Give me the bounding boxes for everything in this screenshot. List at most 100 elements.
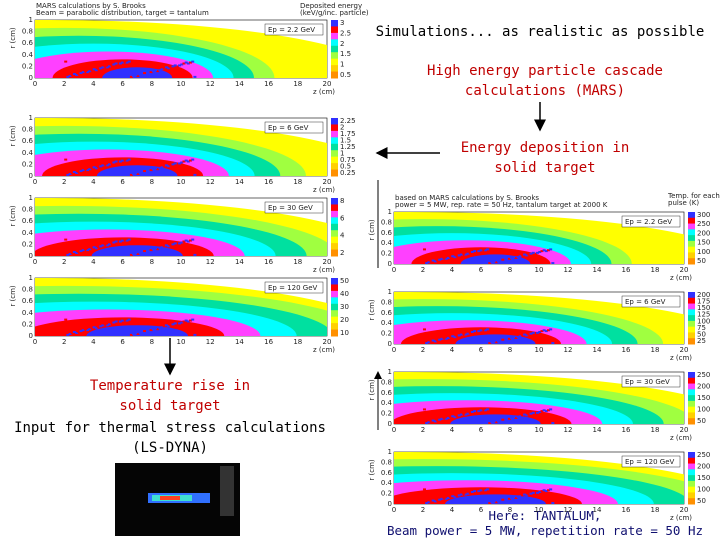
heat-noise xyxy=(490,421,494,424)
heat-noise xyxy=(70,251,74,254)
heat-noise xyxy=(470,330,474,333)
heatmap-panel: 0 2 4 6 8 10 12 14 16 18 20z (cm)00.20.40.60.81r (… xyxy=(368,448,710,522)
heat-noise xyxy=(186,62,190,65)
heat-noise xyxy=(66,173,70,176)
heat-noise xyxy=(501,338,505,341)
heat-noise xyxy=(164,66,168,69)
heat-noise xyxy=(94,167,98,170)
heat-noise xyxy=(86,329,90,332)
heat-noise xyxy=(184,319,188,322)
colorbar-label: 250 xyxy=(697,371,710,379)
heat-noise xyxy=(123,60,127,63)
heat-noise xyxy=(138,331,142,334)
heat-noise xyxy=(496,340,500,343)
y-tick-label: 0.8 xyxy=(381,378,392,386)
colorbar-label: 0.5 xyxy=(340,163,351,171)
heat-noise xyxy=(86,249,90,252)
heat-noise xyxy=(507,497,511,500)
y-tick-label: 0.4 xyxy=(22,149,34,157)
colorbar-label: 50 xyxy=(697,417,706,425)
heat-layer xyxy=(450,414,541,424)
y-tick-label: 0.6 xyxy=(381,229,393,237)
heat-noise xyxy=(156,328,160,331)
heat-noise xyxy=(479,329,483,332)
heat-noise xyxy=(132,332,136,335)
colorbar-cell xyxy=(688,395,695,402)
heat-noise xyxy=(549,328,553,331)
colorbar-cell xyxy=(688,223,695,230)
heat-noise xyxy=(473,250,477,253)
heat-noise xyxy=(459,333,463,336)
heat-noise xyxy=(516,336,520,339)
heat-noise xyxy=(492,260,496,263)
x-axis-label: z (cm) xyxy=(313,266,335,274)
heat-noise xyxy=(542,489,546,492)
y-tick-label: 0.8 xyxy=(381,298,392,306)
heat-noise xyxy=(173,162,177,165)
colorbar-cell xyxy=(688,292,695,299)
heat-noise xyxy=(110,322,114,325)
colorbar-cell xyxy=(688,372,695,379)
colorbar-label: 1.75 xyxy=(340,130,356,138)
colorbar-cell xyxy=(688,320,695,328)
heat-noise xyxy=(499,259,503,262)
heat-noise xyxy=(464,253,468,256)
heat-noise xyxy=(189,159,193,162)
x-tick-label: 6 xyxy=(120,178,125,186)
heat-noise xyxy=(514,336,518,339)
heat-noise xyxy=(423,248,426,251)
colorbar-cell xyxy=(688,309,695,316)
x-tick-label: 0 xyxy=(33,178,37,186)
heat-noise xyxy=(147,72,151,75)
heat-noise xyxy=(459,493,463,496)
colorbar-cell xyxy=(331,143,338,151)
x-axis-label: z (cm) xyxy=(313,346,335,354)
x-tick-label: 6 xyxy=(479,346,484,354)
x-tick-label: 8 xyxy=(150,80,154,88)
heat-noise xyxy=(531,331,535,334)
heat-noise xyxy=(156,70,160,73)
heat-noise xyxy=(540,330,544,333)
heat-noise xyxy=(162,165,166,168)
heat-noise xyxy=(127,238,131,241)
colorbar-cell xyxy=(331,329,338,337)
step-text: Input for thermal stress calculations xyxy=(14,420,326,436)
heat-noise xyxy=(444,257,448,260)
heat-noise xyxy=(103,163,107,166)
heat-noise xyxy=(466,252,470,255)
colorbar-cell xyxy=(331,58,338,66)
heat-noise xyxy=(525,414,529,417)
heat-noise xyxy=(116,63,120,66)
y-tick-label: 0.8 xyxy=(381,218,392,226)
x-tick-label: 2 xyxy=(421,346,425,354)
heat-noise xyxy=(158,247,162,250)
heat-noise xyxy=(145,171,149,174)
heat-noise xyxy=(510,496,513,499)
colorbar-cell xyxy=(331,284,338,292)
heat-noise xyxy=(193,173,197,176)
heat-noise xyxy=(112,63,116,66)
x-tick-label: 6 xyxy=(479,426,484,434)
heat-noise xyxy=(427,501,431,504)
colorbar-cell xyxy=(688,315,695,322)
heat-noise xyxy=(175,243,179,246)
heatmap-panel: 0 2 4 6 8 10 12 14 16 18 20z (cm)00.20.40.60.81r (… xyxy=(9,16,351,96)
heat-noise xyxy=(83,70,87,73)
colorbar-cell xyxy=(331,278,338,285)
heat-noise xyxy=(110,242,114,245)
y-tick-label: 0.2 xyxy=(22,240,33,248)
heat-layer xyxy=(102,67,173,78)
heat-noise xyxy=(184,61,188,64)
heat-noise xyxy=(518,255,522,258)
heat-noise xyxy=(182,160,186,163)
heat-noise xyxy=(477,410,481,413)
heat-noise xyxy=(149,71,153,74)
colorbar-cell xyxy=(331,303,338,311)
x-tick-label: 16 xyxy=(264,258,273,266)
heat-noise xyxy=(479,489,483,492)
heat-noise xyxy=(494,501,498,504)
heat-noise xyxy=(81,249,85,252)
colorbar-cell xyxy=(688,229,695,236)
x-tick-label: 6 xyxy=(479,266,484,274)
colorbar-label: 200 xyxy=(697,463,710,471)
